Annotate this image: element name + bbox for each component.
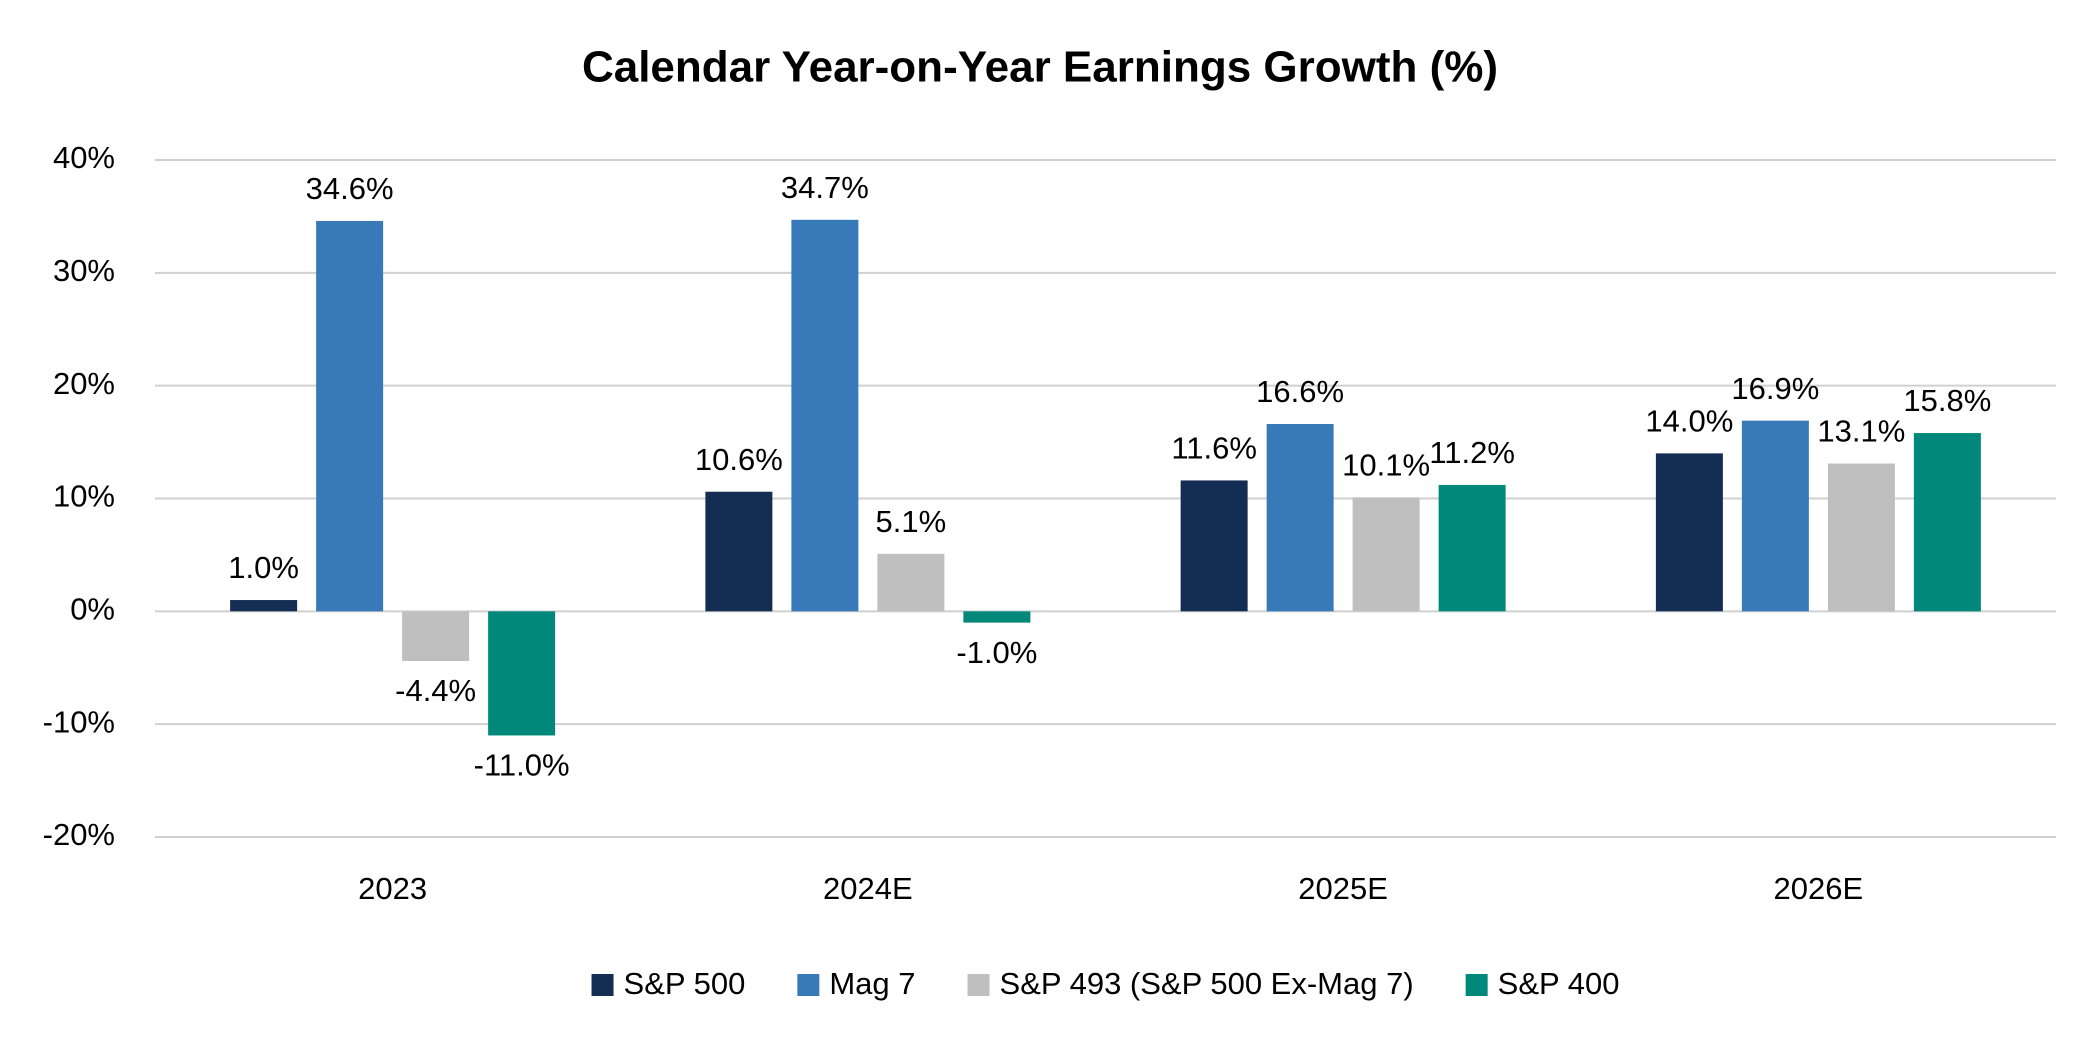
value-label: 10.1% — [1342, 448, 1430, 483]
x-tick-label: 2024E — [823, 871, 913, 906]
value-label: 34.7% — [781, 170, 869, 205]
legend-label: S&P 400 — [1498, 966, 1620, 1001]
bar — [963, 611, 1031, 623]
value-label: 5.1% — [876, 504, 947, 539]
bar — [230, 600, 298, 612]
bar — [1741, 420, 1809, 612]
bar — [1913, 433, 1981, 612]
bar — [488, 611, 556, 736]
bar — [1266, 424, 1334, 612]
y-tick-label: -20% — [43, 817, 115, 852]
y-tick-label: 20% — [53, 366, 115, 401]
x-tick-label: 2026E — [1774, 871, 1864, 906]
legend-label: S&P 500 — [624, 966, 746, 1001]
y-tick-label: 40% — [53, 140, 115, 175]
value-label: 14.0% — [1645, 404, 1733, 439]
value-label: -4.4% — [395, 673, 476, 708]
bar — [402, 611, 470, 661]
value-label: 16.9% — [1731, 371, 1819, 406]
x-tick-label: 2025E — [1298, 871, 1388, 906]
bar — [877, 553, 945, 612]
value-label: -11.0% — [474, 748, 570, 783]
value-label: 11.2% — [1429, 435, 1515, 470]
value-label: 15.8% — [1903, 383, 1991, 418]
bar — [316, 220, 384, 612]
value-label: 10.6% — [695, 442, 783, 477]
bar — [791, 219, 859, 612]
value-label: -1.0% — [956, 635, 1037, 670]
x-tick-label: 2023 — [358, 871, 427, 906]
legend-swatch — [797, 974, 820, 996]
legend-swatch — [1465, 974, 1488, 996]
legend-label: Mag 7 — [829, 966, 915, 1001]
legend-swatch — [967, 974, 990, 996]
value-label: 34.6% — [306, 171, 394, 206]
y-tick-label: 10% — [53, 479, 115, 514]
y-tick-label: -10% — [43, 704, 115, 739]
bar — [1180, 480, 1248, 612]
legend-swatch — [591, 974, 614, 996]
bar — [1438, 484, 1506, 612]
legend: S&P 500 Mag 7 S&P 493 (S&P 500 Ex-Mag 7) S&… — [591, 966, 1620, 1001]
legend-label: S&P 493 (S&P 500 Ex-Mag 7) — [1000, 966, 1414, 1001]
bar — [1655, 453, 1723, 612]
bar — [1352, 497, 1420, 612]
chart-title: Calendar Year-on-Year Earnings Growth (%… — [582, 43, 1498, 92]
bar — [1827, 463, 1895, 612]
y-tick-label: 30% — [53, 253, 115, 288]
y-tick-label: 0% — [70, 592, 115, 627]
bar — [705, 491, 773, 612]
value-label: 16.6% — [1256, 374, 1344, 409]
value-label: 1.0% — [228, 550, 299, 585]
value-label: 13.1% — [1817, 414, 1905, 449]
value-label: 11.6% — [1171, 431, 1257, 466]
